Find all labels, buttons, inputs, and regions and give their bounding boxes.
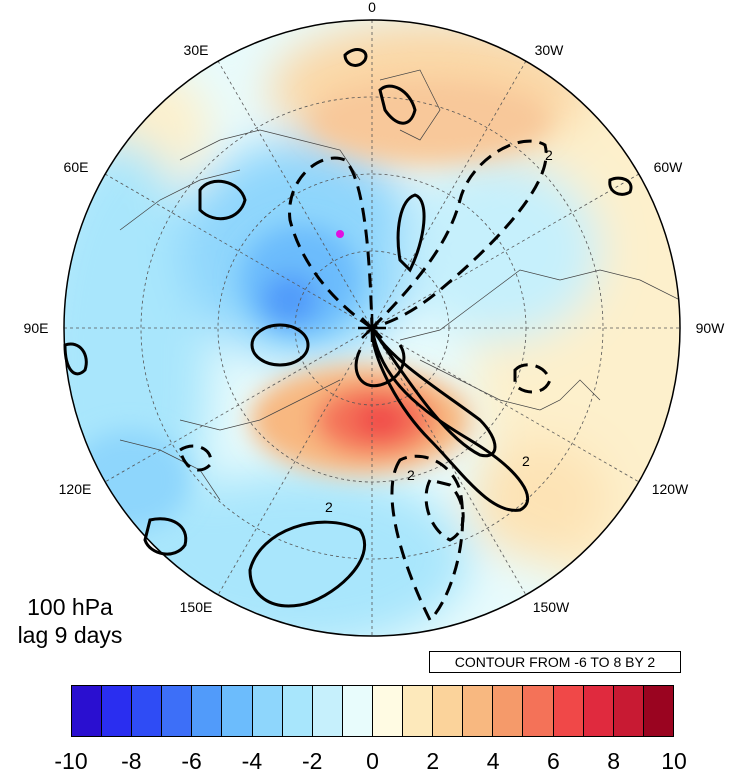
colorbar-tick-label: -10 xyxy=(54,748,88,774)
location-marker-icon xyxy=(336,230,344,238)
colorbar-tick-label: 4 xyxy=(486,748,500,774)
colorbar-labels: -10 -8 -6 -4 -2 0 2 4 6 8 10 xyxy=(54,748,686,776)
colorbar-swatch xyxy=(643,686,673,736)
colorbar-swatch xyxy=(493,686,524,736)
colorbar-swatch xyxy=(583,686,614,736)
lon-label-150e: 150E xyxy=(180,599,213,615)
colorbar-swatch xyxy=(553,686,584,736)
coastlines xyxy=(119,69,680,501)
colorbar-swatch xyxy=(282,686,313,736)
colorbar-swatch xyxy=(72,686,103,736)
colorbar-tick-label: -6 xyxy=(181,748,202,774)
colorbar-swatch xyxy=(433,686,464,736)
colorbar-tick-label: 10 xyxy=(661,748,687,774)
contour-note: CONTOUR FROM -6 TO 8 BY 2 xyxy=(429,651,681,673)
level-label: 100 hPa xyxy=(27,594,113,620)
contour-label: 2 xyxy=(522,453,530,469)
lon-label-60w: 60W xyxy=(654,159,684,175)
lon-label-90e: 90E xyxy=(24,320,49,336)
contour-label: 2 xyxy=(325,499,333,515)
colorbar-swatch xyxy=(252,686,283,736)
colorbar-swatch xyxy=(132,686,163,736)
colorbar-swatch xyxy=(372,686,404,736)
lon-label-30e: 30E xyxy=(184,42,209,58)
lag-label: lag 9 days xyxy=(17,622,123,648)
colorbar-swatch xyxy=(312,686,343,736)
colorbar-tick-label: 8 xyxy=(607,748,621,774)
colorbar-tick-label: 2 xyxy=(426,748,440,774)
colorbar-swatch xyxy=(102,686,133,736)
colorbar-swatch xyxy=(162,686,193,736)
colorbar-tick-label: -4 xyxy=(241,748,263,774)
colorbar-swatch xyxy=(523,686,554,736)
negative-contours xyxy=(178,139,552,623)
contour-label: 2 xyxy=(545,147,553,163)
colorbar-tick-label: 6 xyxy=(546,748,560,774)
polar-map: 2 2 2 2 0 30W 60W 90W 120W 150W 180 150E… xyxy=(24,0,726,637)
lon-label-30w: 30W xyxy=(535,42,565,58)
colorbar-swatch xyxy=(463,686,494,736)
lon-label-90w: 90W xyxy=(696,320,726,336)
lon-label-120w: 120W xyxy=(652,481,689,497)
colorbar-swatch xyxy=(613,686,644,736)
map-boundary xyxy=(63,19,681,637)
colorbar-swatch xyxy=(222,686,253,736)
pole-star-icon xyxy=(358,314,386,342)
colorbar-tick-label: -2 xyxy=(301,748,323,774)
lon-label-150w: 150W xyxy=(533,599,570,615)
colorbar-tick-label: -8 xyxy=(121,748,142,774)
lon-label-60e: 60E xyxy=(64,159,89,175)
colorbar-tick-label: 0 xyxy=(366,748,379,774)
lon-label-0: 0 xyxy=(368,0,376,15)
colorbar-swatch xyxy=(403,686,434,736)
colorbar-swatch xyxy=(342,686,373,736)
colorbar xyxy=(71,685,674,737)
colorbar-swatch xyxy=(192,686,223,736)
lon-label-120e: 120E xyxy=(59,481,92,497)
positive-contours xyxy=(63,48,633,608)
contour-label: 2 xyxy=(407,467,415,483)
